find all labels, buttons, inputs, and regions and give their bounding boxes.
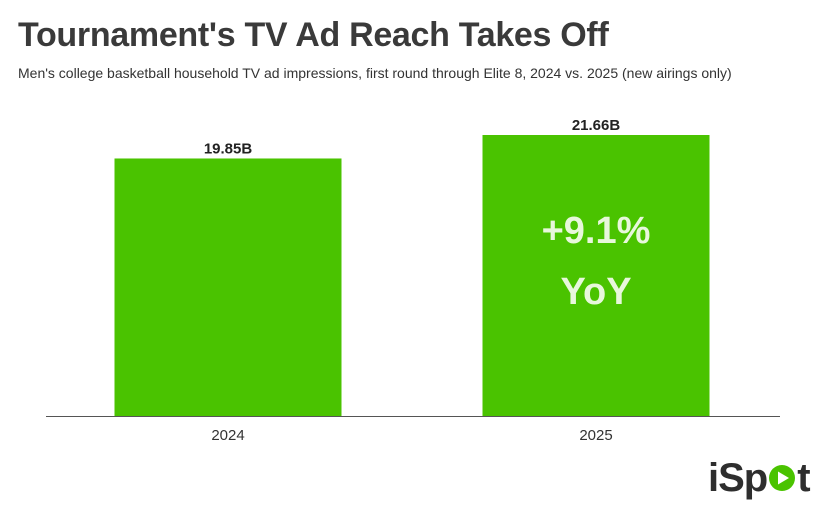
chart-subtitle: Men's college basketball household TV ad… bbox=[18, 65, 732, 81]
logo-text-t: t bbox=[797, 456, 810, 500]
play-icon bbox=[769, 465, 796, 491]
bar-2025 bbox=[482, 135, 710, 416]
x-tick-label-2025: 2025 bbox=[579, 427, 612, 444]
yoy-annotation-line-1: +9.1% bbox=[542, 210, 651, 252]
chart-title: Tournament's TV Ad Reach Takes Off bbox=[18, 16, 609, 54]
logo-text-isp: iSp bbox=[708, 456, 768, 500]
ispot-logo: iSp t bbox=[708, 456, 811, 500]
yoy-annotation-line-2: YoY bbox=[560, 271, 631, 313]
x-tick-label-2024: 2024 bbox=[211, 427, 244, 444]
data-label-2024: 19.85B bbox=[204, 140, 253, 157]
data-label-2025: 21.66B bbox=[572, 117, 621, 134]
bar-2024 bbox=[114, 158, 342, 416]
